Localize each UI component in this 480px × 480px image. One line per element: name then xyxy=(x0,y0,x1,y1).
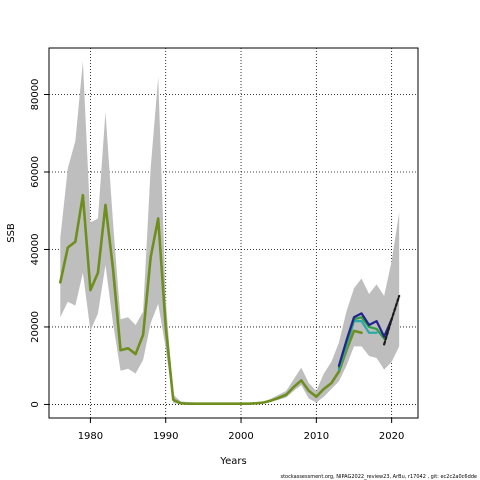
y-tick-label: 80000 xyxy=(30,79,41,111)
axes: 1980 1990 2000 2010 2020 0 20000 40000 60000 8000… xyxy=(30,79,404,442)
x-axis-title: Years xyxy=(219,456,246,467)
y-axis-title: SSB xyxy=(6,223,17,243)
plot-frame xyxy=(48,47,419,419)
confidence-band xyxy=(60,61,400,405)
x-tick-label: 1980 xyxy=(78,431,103,442)
x-tick-label: 2020 xyxy=(379,431,404,442)
y-tick-label: 60000 xyxy=(30,156,41,188)
footer-note: stockassessment.org, NIPAG2022_review23,… xyxy=(280,474,477,480)
series-line-1 xyxy=(58,193,363,405)
x-tick-label: 1990 xyxy=(153,431,178,442)
x-tick-label: 2000 xyxy=(228,431,253,442)
x-tick-label: 2010 xyxy=(304,431,329,442)
series-line-5 xyxy=(383,294,401,346)
confidence-band-area xyxy=(60,61,400,405)
series-lines xyxy=(58,193,401,405)
y-tick-label: 40000 xyxy=(30,234,41,266)
y-tick-label: 0 xyxy=(30,401,41,407)
series-line-4 xyxy=(337,312,393,367)
y-tick-label: 20000 xyxy=(30,311,41,343)
